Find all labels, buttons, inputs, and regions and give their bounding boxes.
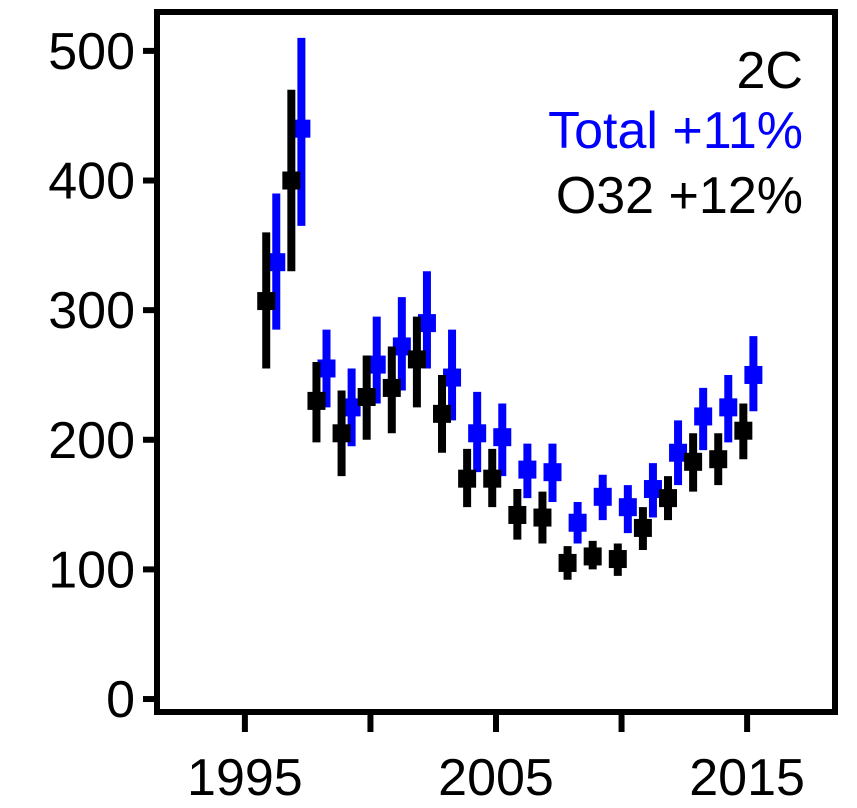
point-2007 xyxy=(543,463,562,482)
point-2000 xyxy=(357,388,376,406)
x-tick-label-2005: 2005 xyxy=(438,749,554,807)
point-1999 xyxy=(332,424,351,443)
x-tick-label-2015: 2015 xyxy=(689,749,805,807)
y-tick-label-0: 0 xyxy=(106,671,135,729)
y-tick-label-500: 500 xyxy=(48,23,135,81)
point-2008 xyxy=(558,553,577,572)
point-2009 xyxy=(583,547,602,566)
point-2014 xyxy=(709,450,728,469)
point-2015 xyxy=(734,421,753,440)
point-2003 xyxy=(443,368,462,387)
y-tick-label-300: 300 xyxy=(48,282,135,340)
point-2008 xyxy=(568,513,587,532)
point-2004 xyxy=(468,424,487,443)
annotation-o32: O32 +12% xyxy=(556,167,803,225)
y-tick-label-400: 400 xyxy=(48,153,135,211)
point-2005 xyxy=(483,469,502,488)
point-2012 xyxy=(669,443,688,462)
point-2002 xyxy=(407,350,426,369)
point-2002 xyxy=(417,314,436,333)
series-0 xyxy=(267,37,763,544)
point-1997 xyxy=(292,119,311,138)
point-1996 xyxy=(267,253,286,272)
data-points xyxy=(257,37,763,580)
point-2005 xyxy=(493,428,512,447)
point-2010 xyxy=(608,550,627,569)
point-2000 xyxy=(367,355,386,374)
point-2006 xyxy=(508,505,527,524)
x-tick-label-1995: 1995 xyxy=(187,749,303,807)
point-1996 xyxy=(257,292,276,311)
point-2011 xyxy=(633,518,652,537)
point-2001 xyxy=(382,378,401,397)
point-2009 xyxy=(593,487,612,506)
annotation-total: Total +11% xyxy=(548,102,803,160)
point-2001 xyxy=(392,337,411,356)
point-1998 xyxy=(307,391,326,410)
point-2003 xyxy=(433,404,452,423)
point-2013 xyxy=(694,407,713,426)
point-1999 xyxy=(342,398,361,417)
point-2014 xyxy=(719,398,738,417)
point-2013 xyxy=(684,452,703,471)
point-2006 xyxy=(518,460,537,479)
point-1997 xyxy=(282,171,301,190)
point-2011 xyxy=(643,480,662,499)
axes: 0 100 200 300 400 500 1995 2005 2015 xyxy=(48,23,805,807)
series-1 xyxy=(257,89,753,580)
point-2004 xyxy=(458,469,477,488)
panel-title: 2C xyxy=(737,42,803,100)
point-2015 xyxy=(744,365,763,384)
point-1998 xyxy=(317,359,336,378)
y-tick-label-200: 200 xyxy=(48,412,135,470)
y-tick-label-100: 100 xyxy=(48,541,135,599)
point-2007 xyxy=(533,508,552,527)
point-2010 xyxy=(618,498,637,517)
point-2012 xyxy=(659,489,678,508)
